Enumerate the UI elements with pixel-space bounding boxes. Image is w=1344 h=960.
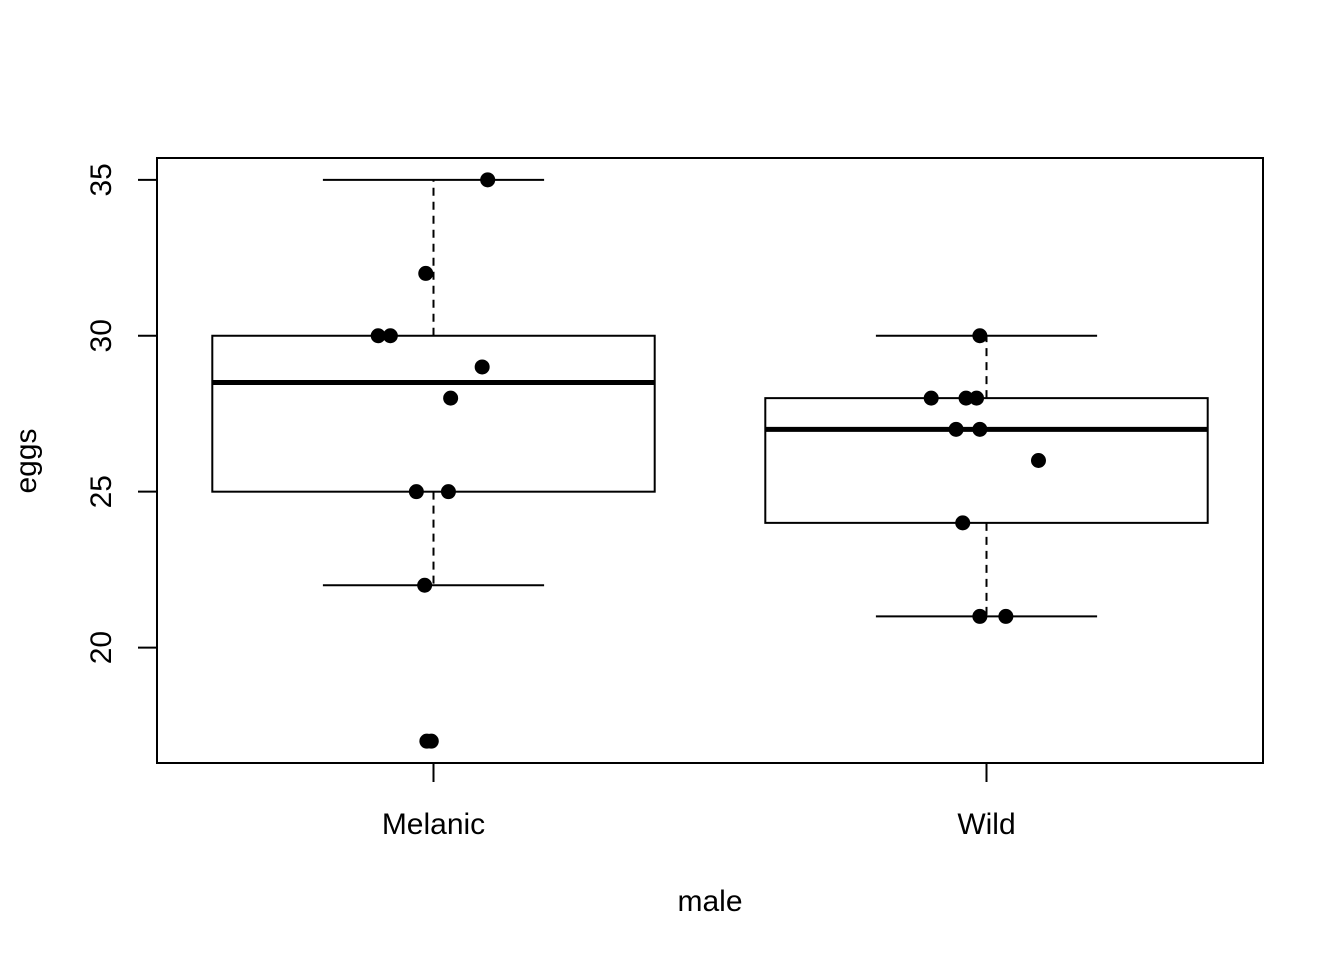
data-point (474, 359, 490, 375)
box-body (211, 334, 656, 493)
y-tick-label: 25 (85, 475, 118, 508)
data-point (370, 328, 386, 344)
data-point (423, 733, 439, 749)
box-body (764, 397, 1209, 524)
data-point (408, 484, 424, 500)
data-point (998, 608, 1014, 624)
y-axis: 20 25 30 35 (85, 163, 158, 664)
points-layer (370, 172, 1046, 749)
data-point (480, 172, 496, 188)
x-tick-label: Wild (957, 808, 1015, 841)
x-axis-label: male (677, 885, 742, 918)
data-point (440, 484, 456, 500)
data-point (972, 328, 988, 344)
data-point (958, 390, 974, 406)
plot-frame (156, 157, 1264, 764)
data-point (417, 577, 433, 593)
data-point (1030, 453, 1046, 468)
data-point (955, 515, 971, 531)
x-tick-label: Melanic (382, 808, 485, 841)
data-point (972, 608, 988, 624)
data-point (923, 390, 939, 406)
data-point (382, 328, 398, 344)
boxes-layer (211, 178, 1209, 618)
data-point (418, 265, 434, 281)
y-tick-label: 35 (85, 163, 118, 196)
y-axis-label: eggs (10, 428, 43, 493)
x-axis: Melanic Wild (382, 763, 1016, 841)
box-melanic (211, 178, 656, 587)
data-point (948, 421, 964, 437)
box-wild (764, 334, 1209, 618)
data-point (969, 390, 985, 406)
data-point (972, 421, 988, 437)
y-tick-label: 30 (85, 319, 118, 352)
data-point (443, 390, 459, 406)
y-tick-label: 20 (85, 631, 118, 664)
